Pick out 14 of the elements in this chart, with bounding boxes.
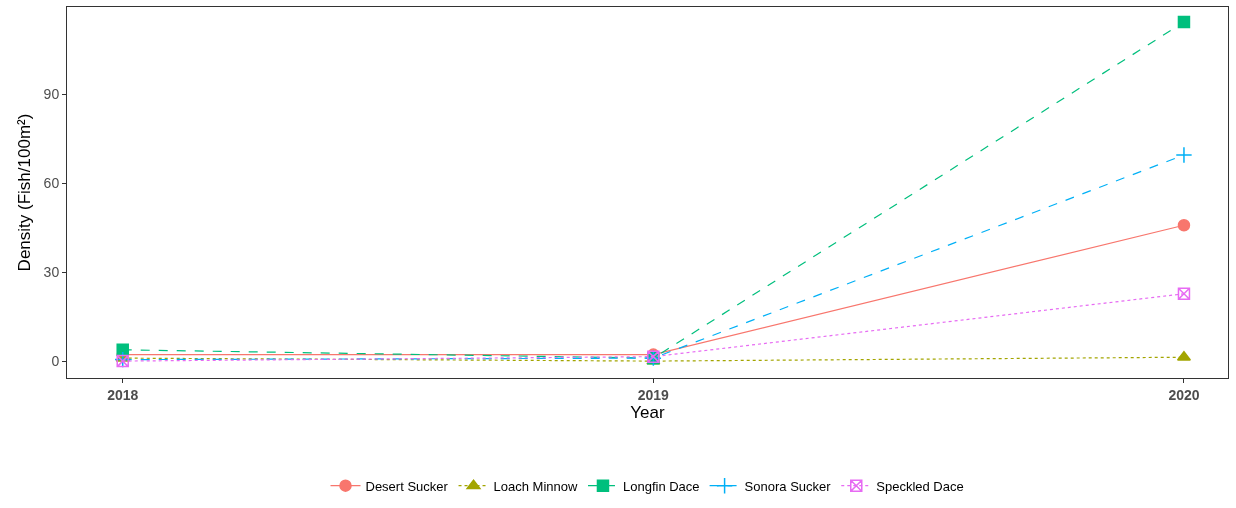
y-axis-title: Density (Fish/100m²) (15, 113, 35, 272)
y-tick-label: 30 (43, 264, 60, 281)
legend-label: Speckled Dace (876, 478, 964, 494)
y-tick-label: 90 (43, 86, 60, 103)
x-tick-label: 2020 (1168, 386, 1200, 403)
legend-label: Longfin Dace (622, 478, 700, 494)
x-tick-label: 2018 (107, 386, 139, 403)
legend-label: Desert Sucker (365, 478, 449, 494)
legend-label: Loach Minnow (493, 478, 578, 494)
y-tick-label: 60 (43, 175, 60, 192)
legend-label: Sonora Sucker (744, 478, 832, 494)
y-tick-label: 0 (51, 353, 60, 369)
x-axis-title: Year (630, 403, 666, 423)
x-tick-label: 2019 (637, 386, 670, 403)
